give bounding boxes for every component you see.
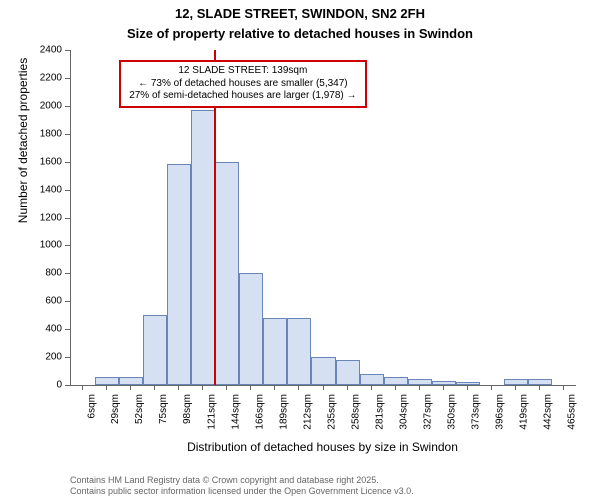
x-tick-label: 166sqm — [254, 394, 265, 430]
x-tick-label: 121sqm — [206, 394, 217, 430]
y-tick-label: 200 — [28, 352, 62, 363]
x-tick-label: 29sqm — [110, 394, 121, 424]
y-tick-label: 800 — [28, 268, 62, 279]
x-tick-label: 465sqm — [567, 394, 578, 430]
x-tick-label: 419sqm — [519, 394, 530, 430]
x-tick-mark — [491, 385, 492, 390]
histogram-bar — [360, 374, 384, 385]
y-tick-mark — [65, 50, 70, 51]
annotation-box: 12 SLADE STREET: 139sqm← 73% of detached… — [119, 60, 366, 108]
x-tick-label: 6sqm — [86, 394, 97, 418]
histogram-bar — [311, 357, 335, 385]
y-tick-label: 2400 — [28, 45, 62, 56]
x-tick-mark — [515, 385, 516, 390]
x-tick-mark — [202, 385, 203, 390]
x-tick-mark — [563, 385, 564, 390]
x-tick-mark — [467, 385, 468, 390]
y-tick-label: 1200 — [28, 212, 62, 223]
x-tick-mark — [274, 385, 275, 390]
x-tick-label: 98sqm — [182, 394, 193, 424]
x-tick-mark — [443, 385, 444, 390]
annotation-line2: ← 73% of detached houses are smaller (5,… — [129, 78, 356, 91]
y-tick-label: 0 — [28, 380, 62, 391]
x-tick-mark — [298, 385, 299, 390]
y-tick-mark — [65, 190, 70, 191]
x-tick-label: 442sqm — [543, 394, 554, 430]
x-tick-mark — [250, 385, 251, 390]
y-tick-mark — [65, 78, 70, 79]
x-tick-label: 189sqm — [278, 394, 289, 430]
x-tick-mark — [539, 385, 540, 390]
x-axis-label: Distribution of detached houses by size … — [70, 440, 575, 454]
y-tick-mark — [65, 134, 70, 135]
x-tick-mark — [371, 385, 372, 390]
y-tick-label: 400 — [28, 324, 62, 335]
x-tick-label: 350sqm — [447, 394, 458, 430]
annotation-line3: 27% of semi-detached houses are larger (… — [129, 90, 356, 103]
footer-line1: Contains HM Land Registry data © Crown c… — [70, 475, 414, 485]
y-tick-mark — [65, 301, 70, 302]
histogram-bar — [143, 315, 167, 385]
y-tick-mark — [65, 218, 70, 219]
footer-attribution: Contains HM Land Registry data © Crown c… — [70, 475, 414, 496]
plot-area: 12 SLADE STREET: 139sqm← 73% of detached… — [70, 50, 576, 386]
x-tick-label: 212sqm — [302, 394, 313, 430]
y-tick-mark — [65, 245, 70, 246]
x-tick-mark — [178, 385, 179, 390]
histogram-bar — [384, 377, 408, 385]
histogram-bar — [119, 377, 143, 385]
x-tick-label: 304sqm — [399, 394, 410, 430]
x-tick-mark — [226, 385, 227, 390]
y-tick-mark — [65, 162, 70, 163]
footer-line2: Contains public sector information licen… — [70, 486, 414, 496]
histogram-bar — [239, 273, 263, 385]
x-tick-mark — [323, 385, 324, 390]
x-tick-mark — [395, 385, 396, 390]
x-tick-label: 396sqm — [495, 394, 506, 430]
histogram-bar — [287, 318, 311, 385]
x-tick-label: 144sqm — [230, 394, 241, 430]
x-tick-mark — [347, 385, 348, 390]
x-tick-label: 327sqm — [423, 394, 434, 430]
y-tick-label: 1800 — [28, 128, 62, 139]
y-tick-mark — [65, 273, 70, 274]
x-tick-mark — [130, 385, 131, 390]
y-tick-mark — [65, 357, 70, 358]
x-tick-mark — [419, 385, 420, 390]
x-tick-label: 373sqm — [471, 394, 482, 430]
x-tick-mark — [82, 385, 83, 390]
y-tick-label: 2200 — [28, 72, 62, 83]
histogram-bar — [336, 360, 360, 385]
title-line2: Size of property relative to detached ho… — [0, 26, 600, 41]
annotation-line1: 12 SLADE STREET: 139sqm — [129, 65, 356, 78]
y-tick-mark — [65, 329, 70, 330]
histogram-bar — [95, 377, 119, 385]
y-tick-label: 1000 — [28, 240, 62, 251]
x-tick-label: 75sqm — [158, 394, 169, 424]
histogram-bar — [191, 110, 215, 385]
x-tick-label: 281sqm — [375, 394, 386, 430]
y-tick-label: 600 — [28, 296, 62, 307]
y-tick-label: 2000 — [28, 100, 62, 111]
x-tick-label: 258sqm — [351, 394, 362, 430]
x-tick-label: 235sqm — [327, 394, 338, 430]
y-tick-mark — [65, 385, 70, 386]
histogram-bar — [167, 164, 191, 385]
y-tick-mark — [65, 106, 70, 107]
chart-container: 12, SLADE STREET, SWINDON, SN2 2FH Size … — [0, 0, 600, 500]
y-tick-label: 1600 — [28, 156, 62, 167]
histogram-bar — [215, 162, 239, 385]
y-tick-label: 1400 — [28, 184, 62, 195]
x-tick-label: 52sqm — [134, 394, 145, 424]
x-tick-mark — [154, 385, 155, 390]
x-tick-mark — [106, 385, 107, 390]
histogram-bar — [263, 318, 287, 385]
title-line1: 12, SLADE STREET, SWINDON, SN2 2FH — [0, 6, 600, 21]
